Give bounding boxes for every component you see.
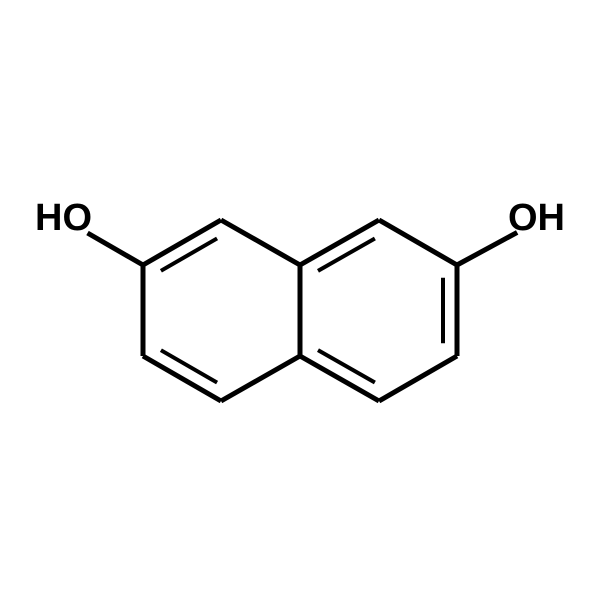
- label-left_oh: HO: [35, 197, 92, 239]
- molecule-canvas: HO OH: [0, 0, 600, 600]
- bond-c3-c4-inner: [318, 238, 375, 270]
- bond-c9-c10-inner: [161, 350, 217, 382]
- bond-c2-c3: [221, 220, 300, 265]
- label-right_oh: OH: [508, 197, 565, 239]
- bond-c6-c7: [379, 356, 457, 401]
- bond-c7-c8-inner: [318, 350, 375, 382]
- bond-c4-c5: [379, 220, 457, 265]
- bond-c1-o1: [88, 233, 143, 265]
- bond-c1-c2-inner: [161, 238, 217, 270]
- bond-c8-c9: [221, 356, 300, 401]
